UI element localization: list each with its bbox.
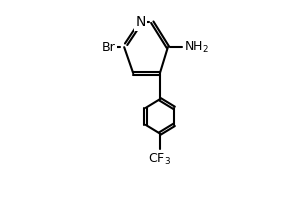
Text: N: N [136, 15, 146, 29]
Text: NH$_2$: NH$_2$ [184, 40, 209, 55]
Text: Br: Br [102, 41, 116, 54]
Text: CF$_3$: CF$_3$ [148, 152, 171, 167]
